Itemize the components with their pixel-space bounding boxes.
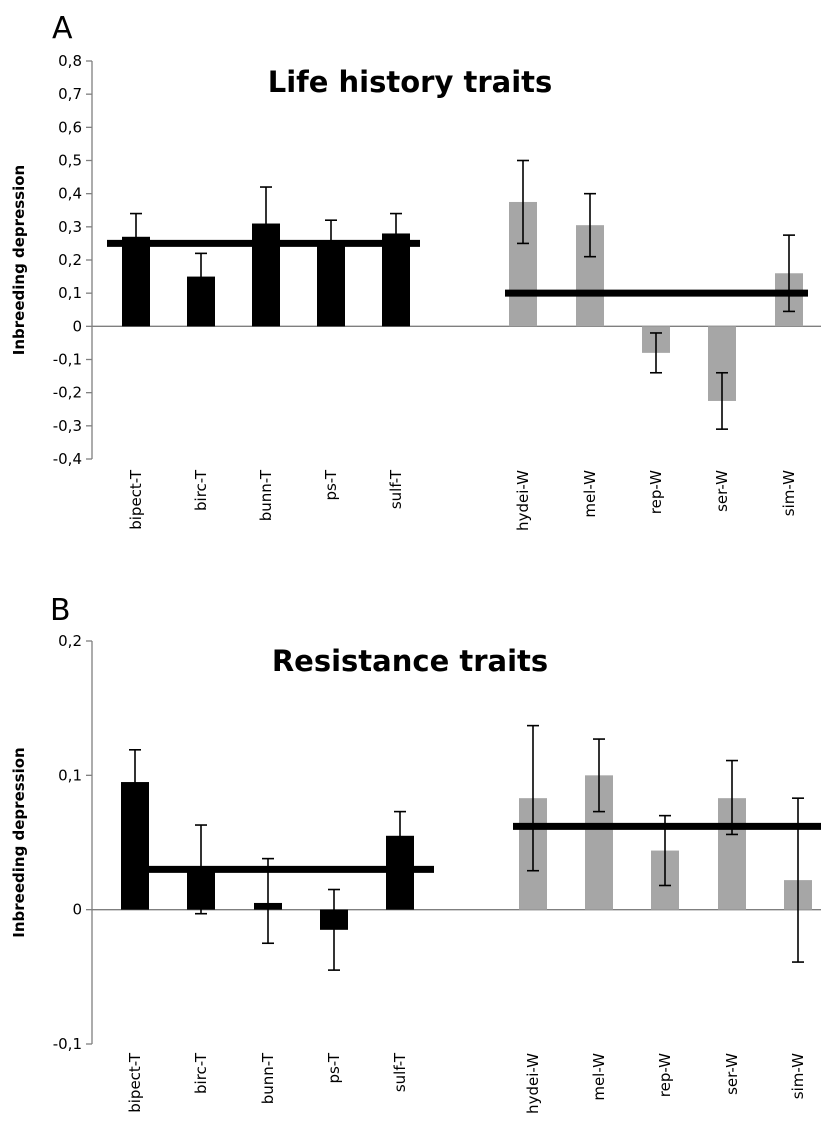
- error-bar-sim-W: [792, 797, 804, 963]
- y-axis-label: Inbreeding depression: [10, 747, 28, 937]
- error-bar-sim-W: [783, 234, 795, 313]
- category-label: rep-W: [656, 1053, 674, 1097]
- category-label: ser-W: [723, 1053, 741, 1095]
- category-label: birc-T: [192, 469, 210, 511]
- y-tick-label: 0,2: [58, 632, 82, 650]
- category-label: hydei-W: [514, 470, 532, 531]
- y-tick-label: -0,1: [53, 1035, 82, 1053]
- panel-letter: A: [52, 11, 73, 46]
- category-label: mel-W: [590, 1053, 608, 1101]
- y-tick-label: 0,4: [58, 185, 82, 203]
- category-label: sulf-T: [387, 469, 405, 509]
- y-tick-label: 0: [72, 901, 82, 919]
- error-bar-ser-W: [716, 371, 728, 430]
- error-bar-birc-T: [195, 252, 207, 301]
- y-tick-label: 0,5: [58, 152, 82, 170]
- error-bar-mel-W: [584, 192, 596, 258]
- error-bar-sulf-T: [394, 810, 406, 861]
- error-bar-bipect-T: [129, 749, 141, 816]
- error-bar-hydei-W: [527, 724, 539, 872]
- category-label: sim-W: [780, 470, 798, 516]
- y-tick-label: 0,7: [58, 85, 82, 103]
- y-tick-label: 0,2: [58, 251, 82, 269]
- panel-letter: B: [50, 593, 71, 628]
- chart-title: Resistance traits: [272, 644, 548, 678]
- y-tick-label: -0,3: [53, 417, 82, 435]
- chart-panel-a: A Life history traits Inbreeding depressio…: [10, 11, 821, 531]
- y-tick-label: 0,3: [58, 218, 82, 236]
- category-label: sim-W: [789, 1053, 807, 1099]
- category-label: birc-T: [192, 1052, 210, 1094]
- y-tick-label: 0,1: [58, 766, 82, 784]
- y-tick-label: 0,1: [58, 284, 82, 302]
- error-bar-bipect-T: [130, 212, 142, 261]
- error-bar-bunn-T: [260, 186, 272, 261]
- y-tick-label: 0: [72, 317, 82, 335]
- error-bar-hydei-W: [517, 159, 529, 245]
- chart-title: Life history traits: [268, 65, 553, 99]
- error-bar-ps-T: [328, 888, 340, 971]
- category-label: bipect-T: [127, 469, 145, 530]
- error-bar-ser-W: [726, 759, 738, 836]
- category-label: hydei-W: [524, 1053, 542, 1114]
- category-label: ser-W: [713, 470, 731, 512]
- category-label: sulf-T: [391, 1052, 409, 1092]
- category-label: mel-W: [581, 470, 599, 518]
- error-bar-rep-W: [650, 332, 662, 374]
- error-bar-mel-W: [593, 738, 605, 813]
- category-label: ps-T: [322, 469, 340, 500]
- y-tick-label: -0,1: [53, 351, 82, 369]
- category-label: bipect-T: [126, 1052, 144, 1113]
- category-label: rep-W: [647, 470, 665, 514]
- category-label: bunn-T: [257, 469, 275, 521]
- y-axis-label: Inbreeding depression: [10, 165, 28, 355]
- y-tick-label: -0,4: [53, 450, 82, 468]
- category-label: bunn-T: [259, 1052, 277, 1104]
- chart-panel-b: B Resistance traits Inbreeding depression 0…: [10, 593, 821, 1114]
- y-tick-label: -0,2: [53, 384, 82, 402]
- y-tick-label: 0,8: [58, 52, 82, 70]
- y-tick-label: 0,6: [58, 118, 82, 136]
- category-label: ps-T: [325, 1052, 343, 1083]
